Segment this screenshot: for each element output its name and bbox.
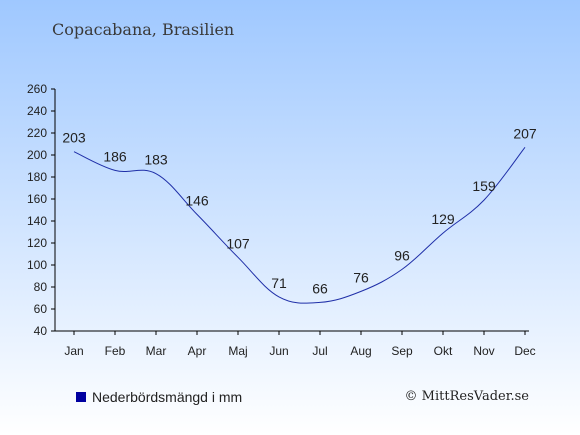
y-tick-label: 180: [27, 170, 47, 184]
data-label: 71: [271, 275, 287, 291]
data-label: 146: [185, 192, 209, 208]
y-tick-label: 220: [27, 126, 47, 140]
x-tick-label: Okt: [434, 344, 453, 358]
legend-label: Nederbördsmängd i mm: [92, 389, 243, 405]
x-tick-label: Feb: [105, 344, 126, 358]
legend: Nederbördsmängd i mm: [76, 389, 242, 405]
data-label: 186: [103, 148, 127, 164]
y-tick-label: 100: [27, 258, 47, 272]
y-tick-label: 140: [27, 214, 47, 228]
data-label: 207: [513, 125, 537, 141]
x-tick-label: Mar: [146, 344, 167, 358]
y-tick-label: 200: [27, 148, 47, 162]
x-tick-label: Aug: [350, 344, 371, 358]
data-label: 129: [431, 211, 455, 227]
x-tick-label: Sep: [391, 344, 413, 358]
series-line-precipitation: [73, 146, 526, 304]
x-tick-label: Dec: [514, 344, 535, 358]
x-tick-label: Jul: [312, 344, 327, 358]
data-label: 107: [226, 235, 250, 251]
legend-swatch: [76, 392, 86, 402]
data-label: 96: [394, 247, 410, 263]
y-tick-label: 120: [27, 236, 47, 250]
x-tick-label: Jan: [64, 344, 83, 358]
y-tick-label: 60: [34, 302, 48, 316]
data-label: 76: [353, 269, 369, 285]
x-tick-label: Jun: [269, 344, 288, 358]
y-tick-label: 160: [27, 192, 47, 206]
credit-text: © MittResVader.se: [404, 389, 529, 404]
y-tick-label: 240: [27, 104, 47, 118]
data-label: 159: [472, 178, 496, 194]
y-tick-label: 80: [34, 280, 48, 294]
y-tick-label: 260: [27, 82, 47, 96]
x-tick-label: Maj: [228, 344, 247, 358]
x-tick-label: Nov: [473, 344, 494, 358]
chart-title: Copacabana, Brasilien: [52, 20, 235, 39]
data-label: 203: [62, 130, 86, 146]
x-tick-label: Apr: [188, 344, 207, 358]
y-tick-label: 40: [34, 324, 48, 338]
data-label: 66: [312, 280, 328, 296]
data-label: 183: [144, 152, 168, 168]
